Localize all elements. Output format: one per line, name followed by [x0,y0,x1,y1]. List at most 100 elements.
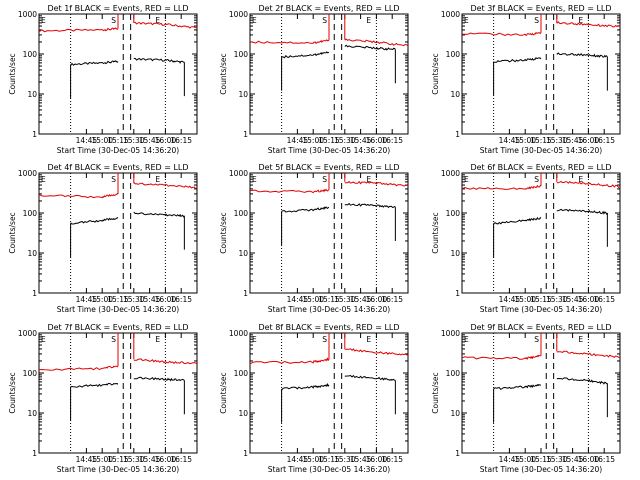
y-axis-label: Counts/sec [219,212,228,253]
x-tick-label: 16:15 [170,455,192,464]
e-marker-left: E [41,175,46,184]
events-series-line [493,57,542,63]
x-tick-label: 15:30 [334,455,356,464]
x-tick-label: 14:45 [76,295,98,304]
x-axis-label: Start Time (30-Dec-05 14:36:20) [57,305,179,314]
x-tick-label: 15:15 [530,136,552,145]
x-axis-label: Start Time (30-Dec-05 14:36:20) [480,465,602,474]
events-series-line [493,383,542,391]
x-axis-label: Start Time (30-Dec-05 14:36:20) [480,305,602,314]
y-tick-label: 1 [455,130,460,139]
x-tick-label: 15:45 [139,136,161,145]
s-marker: S [322,335,327,344]
y-tick-label: 100 [234,209,249,218]
x-tick-label: 15:30 [123,136,145,145]
y-tick-label: 1 [243,449,248,458]
detector-panel: Det 7f BLACK = Events, RED = LLD 1 10 100 10… [8,323,198,474]
x-tick-label: 16:00 [155,136,177,145]
x-tick-label: 16:15 [381,136,403,145]
detector-panel: Det 6f BLACK = Events, RED = LLD 1 10 100 10… [431,163,621,314]
y-tick-label: 1000 [441,329,460,338]
lld-series-line [249,39,330,45]
y-tick-label: 100 [23,369,38,378]
detector-panel: Det 3f BLACK = Events, RED = LLD 1 10 100 10… [431,4,621,155]
events-series-line [133,376,185,382]
y-tick-label: 10 [27,90,37,99]
events-series-line [281,51,330,59]
x-tick-label: 14:45 [76,455,98,464]
y-tick-label: 100 [23,50,38,59]
panel-title: Det 2f BLACK = Events, RED = LLD [258,4,399,13]
e-marker-left: E [252,16,257,25]
y-tick-label: 1 [32,289,37,298]
e-marker-right: E [155,335,160,344]
s-marker: S [111,16,116,25]
lld-series-line [249,188,330,194]
x-tick-label: 15:00 [302,295,324,304]
x-tick-label: 16:00 [366,455,388,464]
x-tick-label: 16:00 [155,295,177,304]
e-marker-right: E [155,175,160,184]
panel-title: Det 3f BLACK = Events, RED = LLD [470,4,611,13]
x-tick-label: 15:15 [107,136,129,145]
x-tick-label: 15:30 [123,295,145,304]
x-tick-label: 15:30 [334,295,356,304]
x-tick-label: 15:15 [318,295,340,304]
lld-series-line [133,182,198,190]
events-series-line [344,374,396,381]
x-tick-label: 15:00 [514,136,536,145]
y-tick-label: 1000 [18,169,37,178]
panel-title: Det 5f BLACK = Events, RED = LLD [258,163,399,172]
x-tick-label: 14:45 [499,136,521,145]
e-marker-left: E [252,175,257,184]
lld-series-line [461,184,542,190]
panel-title: Det 7f BLACK = Events, RED = LLD [47,323,188,332]
x-axis-label: Start Time (30-Dec-05 14:36:20) [268,146,390,155]
s-marker: S [534,175,539,184]
x-tick-label: 15:00 [91,455,113,464]
x-tick-label: 15:45 [139,455,161,464]
y-axis-label: Counts/sec [431,372,440,413]
y-axis-label: Counts/sec [8,372,17,413]
detector-panel: Det 8f BLACK = Events, RED = LLD 1 10 100 10… [219,323,409,474]
y-tick-label: 1000 [18,329,37,338]
y-tick-label: 1 [243,289,248,298]
y-tick-label: 10 [238,249,248,258]
x-tick-label: 15:15 [318,136,340,145]
s-marker: S [322,16,327,25]
events-series-line [281,382,330,391]
e-marker-left: E [252,335,257,344]
x-tick-label: 15:00 [91,295,113,304]
s-marker: S [322,175,327,184]
y-tick-label: 1000 [229,169,248,178]
y-axis-label: Counts/sec [431,53,440,94]
lld-series-line [556,350,621,359]
events-series-line [281,206,330,213]
x-tick-label: 16:00 [578,136,600,145]
y-tick-label: 1000 [229,329,248,338]
detector-panel: Det 1f BLACK = Events, RED = LLD 1 10 100 10… [8,4,198,155]
y-axis-label: Counts/sec [8,53,17,94]
x-axis-label: Start Time (30-Dec-05 14:36:20) [57,465,179,474]
x-tick-label: 15:00 [514,295,536,304]
panel-title: Det 8f BLACK = Events, RED = LLD [258,323,399,332]
e-marker-left: E [464,335,469,344]
x-tick-label: 14:45 [287,455,309,464]
y-tick-label: 1 [455,449,460,458]
events-series-line [70,217,119,225]
x-tick-label: 15:15 [318,455,340,464]
s-marker: S [111,335,116,344]
x-tick-label: 15:45 [562,455,584,464]
e-marker-right: E [578,335,583,344]
x-tick-label: 15:30 [123,455,145,464]
events-series-line [556,208,608,215]
y-tick-label: 10 [27,409,37,418]
lld-series-line [38,27,119,33]
events-series-line [344,44,396,51]
panel-title: Det 9f BLACK = Events, RED = LLD [470,323,611,332]
plot-frame [249,172,409,294]
x-axis-label: Start Time (30-Dec-05 14:36:20) [480,146,602,155]
y-tick-label: 100 [234,50,249,59]
y-tick-label: 1000 [441,169,460,178]
